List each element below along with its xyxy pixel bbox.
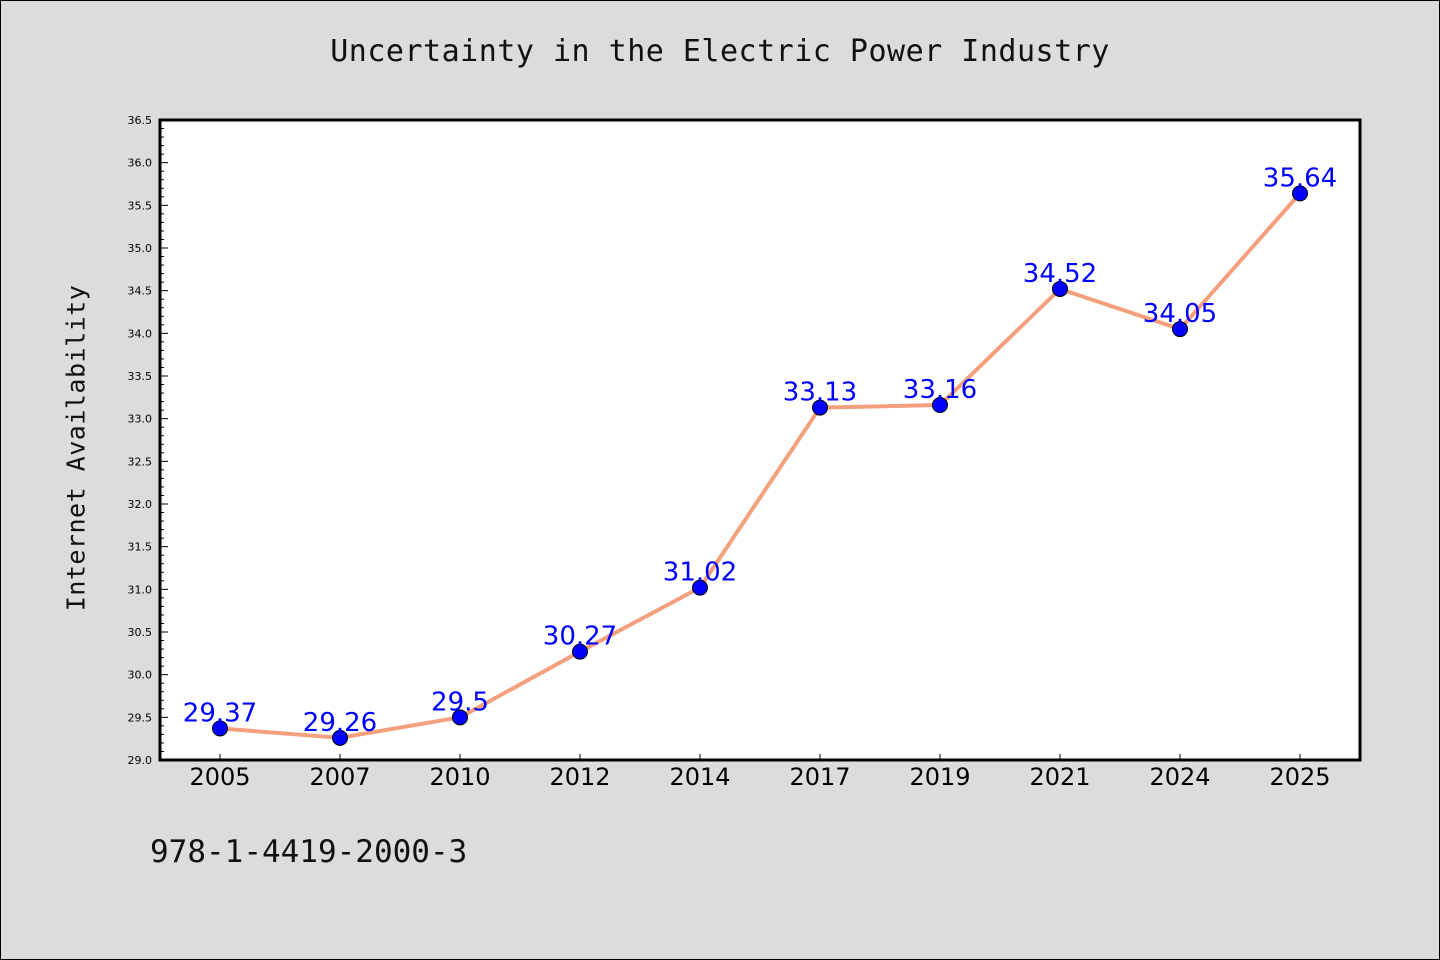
- data-label: 29.26: [303, 708, 377, 738]
- data-point: [572, 643, 588, 660]
- y-tick-label: 36.0: [128, 157, 153, 170]
- y-tick-label: 36.5: [128, 114, 153, 127]
- y-axis-ticks: 29.0 29.5 30.0 30.5 31.0 31.5 32.0 32.5 33.0 33.5…: [128, 114, 168, 767]
- y-tick-label: 31.0: [128, 583, 153, 596]
- data-point: [212, 720, 228, 737]
- y-tick-label: 29.5: [128, 711, 153, 724]
- y-tick-label: 34.5: [128, 285, 153, 298]
- x-tick-label: 2010: [429, 763, 490, 791]
- data-label: 31.02: [663, 558, 737, 588]
- data-label: 29.37: [183, 698, 257, 728]
- data-point: [1292, 185, 1308, 202]
- data-label: 35.64: [1263, 163, 1337, 193]
- y-tick-label: 32.5: [128, 455, 153, 468]
- y-tick-label: 32.0: [128, 498, 153, 511]
- x-tick-label: 2021: [1029, 763, 1090, 791]
- x-tick-label: 2019: [909, 763, 970, 791]
- data-label: 30.27: [543, 622, 617, 652]
- data-point: [1052, 280, 1068, 297]
- y-tick-label: 30.5: [128, 626, 153, 639]
- data-point: [1172, 321, 1188, 338]
- data-point: [932, 397, 948, 414]
- data-label: 29.5: [431, 687, 489, 717]
- x-tick-label: 2012: [549, 763, 610, 791]
- data-label: 33.13: [783, 378, 857, 408]
- y-tick-label: 30.0: [128, 669, 153, 682]
- y-tick-label: 35.5: [128, 199, 153, 212]
- plot-area: [158, 118, 1362, 762]
- x-tick-label: 2007: [309, 763, 370, 791]
- data-label: 34.52: [1023, 259, 1097, 289]
- x-tick-label: 2025: [1269, 763, 1330, 791]
- data-labels-group: 29.37 29.26 29.5 30.27 31.02 33.13 33.16 34.52 3…: [183, 163, 1337, 737]
- data-point: [812, 399, 828, 416]
- x-tick-label: 2017: [789, 763, 850, 791]
- data-point: [452, 709, 468, 726]
- data-point: [692, 579, 708, 596]
- y-tick-label: 35.0: [128, 242, 153, 255]
- data-label: 34.05: [1143, 299, 1217, 329]
- x-tick-label: 2014: [669, 763, 730, 791]
- y-tick-label: 33.5: [128, 370, 153, 383]
- y-tick-label: 33.0: [128, 413, 153, 426]
- series-line: [218, 191, 1302, 740]
- chart-title: Uncertainty in the Electric Power Indust…: [330, 34, 1110, 69]
- x-tick-label: 2024: [1149, 763, 1210, 791]
- y-tick-label: 31.5: [128, 541, 153, 554]
- series-group: [212, 185, 1308, 746]
- footer-code: 978-1-4419-2000-3: [150, 834, 468, 870]
- data-label: 33.16: [903, 375, 977, 405]
- y-tick-label: 29.0: [128, 754, 153, 767]
- x-axis-ticks: 2005 2007 2010 2012 2014 2017 2019 2021 2024 2025: [189, 754, 1331, 791]
- data-point: [332, 729, 348, 746]
- x-tick-label: 2005: [189, 763, 250, 791]
- y-tick-label: 34.0: [128, 327, 153, 340]
